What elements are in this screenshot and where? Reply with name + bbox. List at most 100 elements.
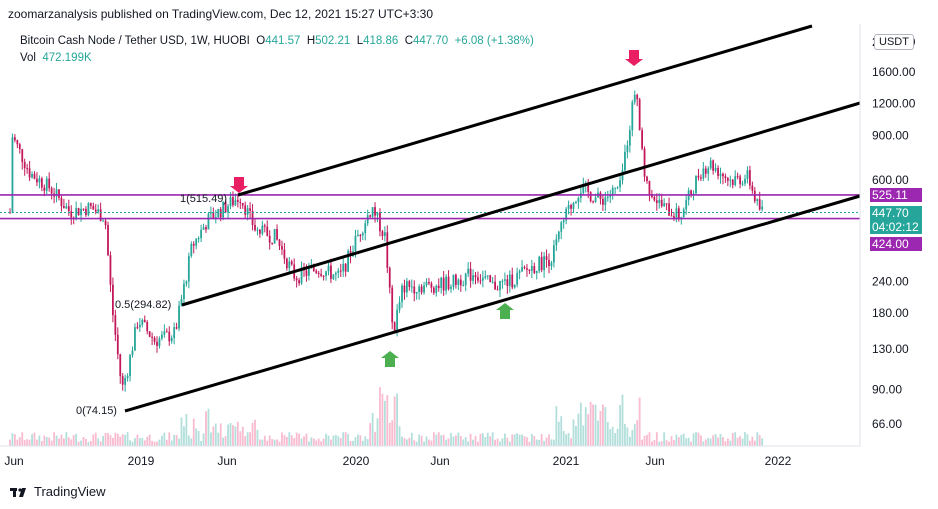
volume-bar xyxy=(594,404,597,446)
candle-body xyxy=(121,376,124,385)
candle-body xyxy=(582,184,585,194)
brand[interactable]: TradingView xyxy=(10,484,106,499)
candle-body xyxy=(677,208,680,220)
candle-body xyxy=(212,212,215,219)
currency-button[interactable]: USDT xyxy=(874,34,914,50)
volume-bar xyxy=(50,440,53,446)
candle-body xyxy=(545,256,548,260)
candle-body xyxy=(77,208,80,216)
volume-bar xyxy=(616,428,619,446)
candle-body xyxy=(325,271,327,276)
volume-bar xyxy=(249,432,251,446)
tradingview-logo-icon xyxy=(10,487,26,497)
volume-bar xyxy=(704,439,707,446)
volume-bar xyxy=(535,439,538,446)
candle-body xyxy=(410,286,413,288)
volume-bar xyxy=(327,435,330,446)
candle-body xyxy=(361,233,364,236)
volume-bar xyxy=(45,437,48,446)
volume-bar xyxy=(589,401,592,446)
candle-body xyxy=(660,199,663,207)
price-tick-label: 240.00 xyxy=(872,274,909,288)
time-tick-label: 2021 xyxy=(553,454,580,468)
volume-bar xyxy=(741,438,744,446)
candle-body xyxy=(222,201,225,218)
candle-body xyxy=(462,285,465,287)
candle-body xyxy=(254,224,256,231)
candle-body xyxy=(75,208,78,219)
candle-body xyxy=(158,338,161,346)
candle-body xyxy=(567,205,570,209)
volume-bar xyxy=(641,439,643,446)
candle-body xyxy=(633,94,636,103)
volume-bar xyxy=(383,400,386,446)
candle-body xyxy=(643,148,646,177)
candle-body xyxy=(143,319,146,322)
open-label: O xyxy=(256,35,266,47)
candle-body xyxy=(344,263,347,272)
volume-bar xyxy=(232,425,234,446)
candle-body xyxy=(523,267,526,269)
volume-bar xyxy=(131,441,134,446)
low-value: 418.86 xyxy=(363,35,399,47)
candle-body xyxy=(457,279,460,285)
symbol-name: Bitcoin Cash Node / Tether USD, 1W, HUOB… xyxy=(20,35,250,47)
candle-body xyxy=(423,285,425,293)
candle-body xyxy=(464,273,467,286)
price-tick-label: 66.00 xyxy=(872,417,902,431)
candle-body xyxy=(305,270,308,276)
current-price-tag: 447.70 xyxy=(870,206,922,220)
volume-bar xyxy=(136,434,139,446)
channel-lower-line xyxy=(124,194,861,413)
volume-bar xyxy=(677,437,680,446)
volume-bar xyxy=(322,438,325,446)
volume-bar xyxy=(219,423,222,446)
volume-bar xyxy=(352,440,354,446)
volume-bar xyxy=(577,413,580,446)
volume-bar xyxy=(523,436,526,446)
volume-bar xyxy=(540,433,543,446)
volume-bar xyxy=(170,440,173,446)
candle-body xyxy=(26,168,29,170)
volume-bar xyxy=(628,436,631,446)
candle-body xyxy=(511,274,514,288)
volume-bar xyxy=(359,435,362,446)
candle-body xyxy=(268,235,271,243)
volume-bar xyxy=(224,436,227,446)
volume-bar xyxy=(197,430,200,446)
candle-body xyxy=(183,283,185,300)
volume-bar xyxy=(736,437,739,446)
volume-bar xyxy=(415,441,418,446)
volume-bar xyxy=(570,438,572,446)
volume-bar xyxy=(334,434,337,446)
channel-middle-line xyxy=(181,101,861,307)
volume-bar xyxy=(606,421,609,446)
volume-bar xyxy=(406,439,408,446)
candle-body xyxy=(16,140,19,145)
volume-bar xyxy=(687,437,690,446)
volume-bar xyxy=(572,419,575,446)
candle-body xyxy=(227,206,229,213)
candle-body xyxy=(31,173,33,178)
volume-bar xyxy=(442,434,445,446)
candle-body xyxy=(744,178,746,184)
volume-bar xyxy=(271,439,274,446)
candle-body xyxy=(114,315,117,335)
candle-body xyxy=(161,334,163,339)
candle-body xyxy=(200,229,202,239)
volume-bar xyxy=(65,432,68,446)
volume-bar xyxy=(518,434,521,446)
volume-value: 472.199K xyxy=(42,52,92,64)
fib-level-label: 0.5(294.82) xyxy=(115,299,171,311)
candle-body xyxy=(565,208,568,221)
volume-bar xyxy=(138,438,141,446)
candle-body xyxy=(40,178,43,188)
candle-body xyxy=(18,144,21,150)
candle-body xyxy=(249,208,251,211)
candle-body xyxy=(646,176,648,182)
volume-bar xyxy=(702,441,705,446)
volume-bar xyxy=(361,440,364,446)
volume-bar xyxy=(692,433,695,446)
volume-bar xyxy=(153,441,156,446)
